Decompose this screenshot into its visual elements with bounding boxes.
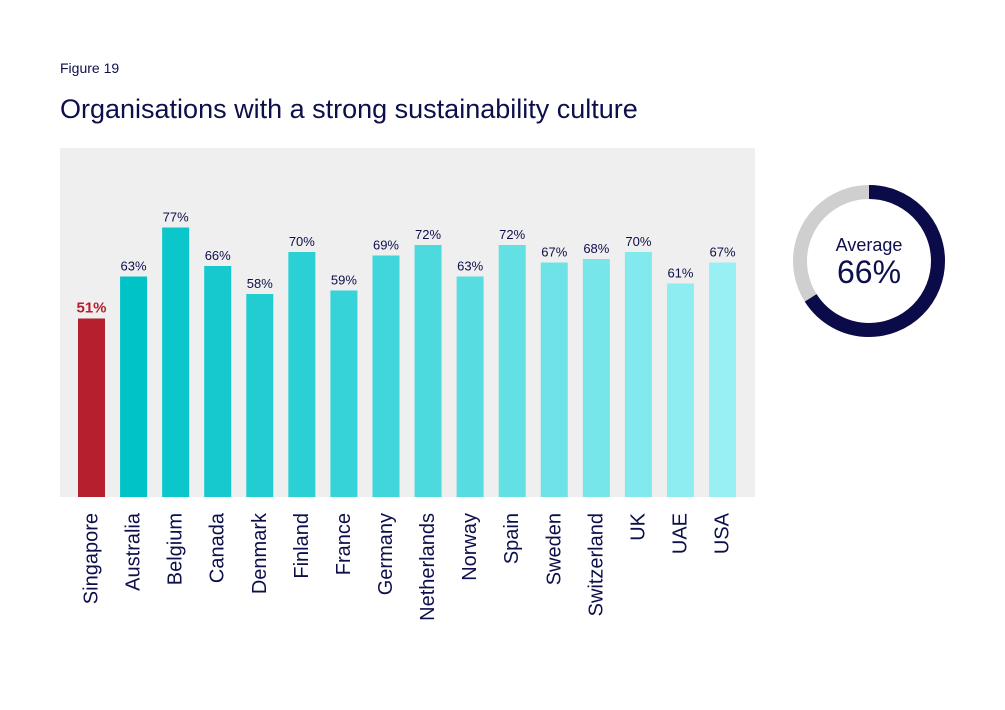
data-label-usa: 67% xyxy=(710,245,736,260)
x-tick-label-spain: Spain xyxy=(501,513,523,564)
average-label: Average xyxy=(836,235,903,255)
data-label-france: 59% xyxy=(331,273,357,288)
x-tick-label-denmark: Denmark xyxy=(249,512,271,594)
data-label-canada: 66% xyxy=(205,248,231,263)
bar-finland xyxy=(288,252,316,497)
data-label-switzerland: 68% xyxy=(583,241,609,256)
x-tick-label-australia: Australia xyxy=(123,512,145,591)
x-tick-label-finland: Finland xyxy=(291,513,313,579)
x-tick-label-switzerland: Switzerland xyxy=(585,513,607,616)
data-label-singapore: 51% xyxy=(76,300,106,317)
data-label-netherlands: 72% xyxy=(415,227,441,242)
bar-netherlands xyxy=(414,245,442,497)
bar-australia xyxy=(120,276,148,497)
bar-sweden xyxy=(540,262,568,497)
bar-germany xyxy=(372,255,400,497)
bar-spain xyxy=(498,245,526,497)
bar-belgium xyxy=(162,227,190,497)
x-tick-label-netherlands: Netherlands xyxy=(417,513,439,621)
x-tick-label-usa: USA xyxy=(712,512,734,554)
figure-label: Figure 19 xyxy=(60,60,120,76)
x-tick-label-france: France xyxy=(333,513,355,575)
average-value: 66% xyxy=(837,254,901,290)
x-tick-label-germany: Germany xyxy=(375,513,397,595)
data-label-norway: 63% xyxy=(457,259,483,274)
bar-singapore xyxy=(78,318,105,497)
data-label-finland: 70% xyxy=(289,234,315,249)
bar-canada xyxy=(204,266,232,497)
data-label-germany: 69% xyxy=(373,238,399,253)
x-tick-label-belgium: Belgium xyxy=(165,513,187,585)
bar-denmark xyxy=(246,294,274,497)
x-tick-label-singapore: Singapore xyxy=(81,513,103,604)
data-label-belgium: 77% xyxy=(163,210,189,225)
data-label-australia: 63% xyxy=(121,259,147,274)
x-tick-label-canada: Canada xyxy=(207,512,229,583)
data-label-denmark: 58% xyxy=(247,276,273,291)
bar-switzerland xyxy=(582,259,610,497)
data-label-spain: 72% xyxy=(499,227,525,242)
data-label-sweden: 67% xyxy=(541,245,567,260)
donut-average-arc xyxy=(793,185,945,337)
chart-title: Organisations with a strong sustainabili… xyxy=(60,94,638,124)
data-label-uae: 61% xyxy=(667,266,693,281)
bar-uk xyxy=(624,252,652,497)
bar-uae xyxy=(666,283,694,497)
x-tick-label-norway: Norway xyxy=(459,513,481,581)
bar-norway xyxy=(456,276,484,497)
bar-usa xyxy=(709,262,737,497)
x-tick-label-uk: UK xyxy=(627,512,649,540)
data-label-uk: 70% xyxy=(625,234,651,249)
bar-france xyxy=(330,290,358,497)
x-tick-label-sweden: Sweden xyxy=(543,513,565,585)
x-tick-label-uae: UAE xyxy=(669,513,691,554)
